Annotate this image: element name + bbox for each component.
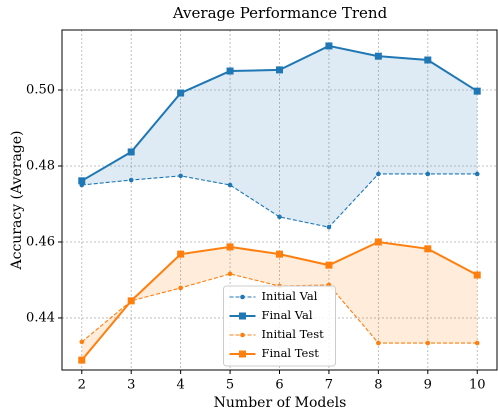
marker — [178, 173, 183, 179]
x-tick-label: 2 — [78, 378, 86, 393]
legend-label: Final Test — [262, 346, 320, 360]
x-tick-label: 6 — [275, 378, 283, 393]
marker — [127, 148, 135, 156]
marker — [177, 250, 185, 258]
marker — [474, 171, 480, 177]
legend: Initial Val Final Val Initial Test Final Te… — [223, 285, 336, 367]
x-tick-label: 4 — [176, 378, 184, 393]
fill-band — [81, 45, 478, 228]
x-tick-label: 9 — [424, 378, 432, 393]
marker — [424, 56, 432, 64]
plot-frame — [61, 29, 498, 371]
y-axis-label: Accuracy (Average) — [9, 131, 25, 271]
marker — [240, 332, 245, 338]
marker — [177, 89, 185, 97]
marker — [473, 271, 481, 279]
marker — [374, 238, 382, 246]
legend-label: Initial Val — [262, 289, 318, 303]
marker — [325, 261, 333, 269]
marker — [376, 340, 381, 346]
x-axis-label: Number of Models — [214, 395, 347, 411]
x-tick-label: 5 — [226, 378, 234, 393]
marker — [325, 42, 333, 50]
x-tick-label: 10 — [469, 378, 486, 393]
marker — [79, 339, 85, 345]
y-tick-label: 0.44 — [26, 310, 55, 325]
chart-title: Average Performance Trend — [172, 4, 388, 22]
marker — [127, 297, 135, 305]
marker — [425, 340, 431, 346]
marker — [473, 87, 481, 95]
marker — [376, 171, 381, 177]
y-tick-label: 0.48 — [26, 159, 55, 174]
marker — [227, 182, 233, 188]
marker — [425, 171, 431, 177]
marker — [276, 250, 283, 258]
marker — [239, 350, 246, 358]
marker — [474, 340, 480, 346]
marker — [227, 271, 233, 277]
marker — [78, 177, 86, 185]
legend-box — [223, 285, 336, 367]
marker — [78, 356, 86, 364]
marker — [239, 312, 246, 320]
marker — [178, 285, 183, 291]
fill-band — [81, 241, 478, 361]
marker — [226, 243, 234, 251]
marker — [277, 214, 282, 220]
x-tick-label: 8 — [374, 378, 382, 393]
marker — [226, 67, 234, 75]
x-tick-label: 3 — [127, 378, 135, 393]
marker — [326, 224, 332, 230]
marker — [240, 294, 245, 300]
series-line — [81, 173, 478, 228]
y-tick-label: 0.46 — [26, 234, 55, 249]
legend-label: Initial Test — [262, 327, 325, 341]
y-tick-label: 0.50 — [26, 83, 55, 98]
marker — [276, 66, 283, 74]
legend-label: Final Val — [262, 308, 313, 322]
x-tick-label: 7 — [325, 378, 333, 393]
marker — [128, 177, 134, 183]
marker — [374, 52, 382, 60]
marker — [424, 245, 432, 253]
